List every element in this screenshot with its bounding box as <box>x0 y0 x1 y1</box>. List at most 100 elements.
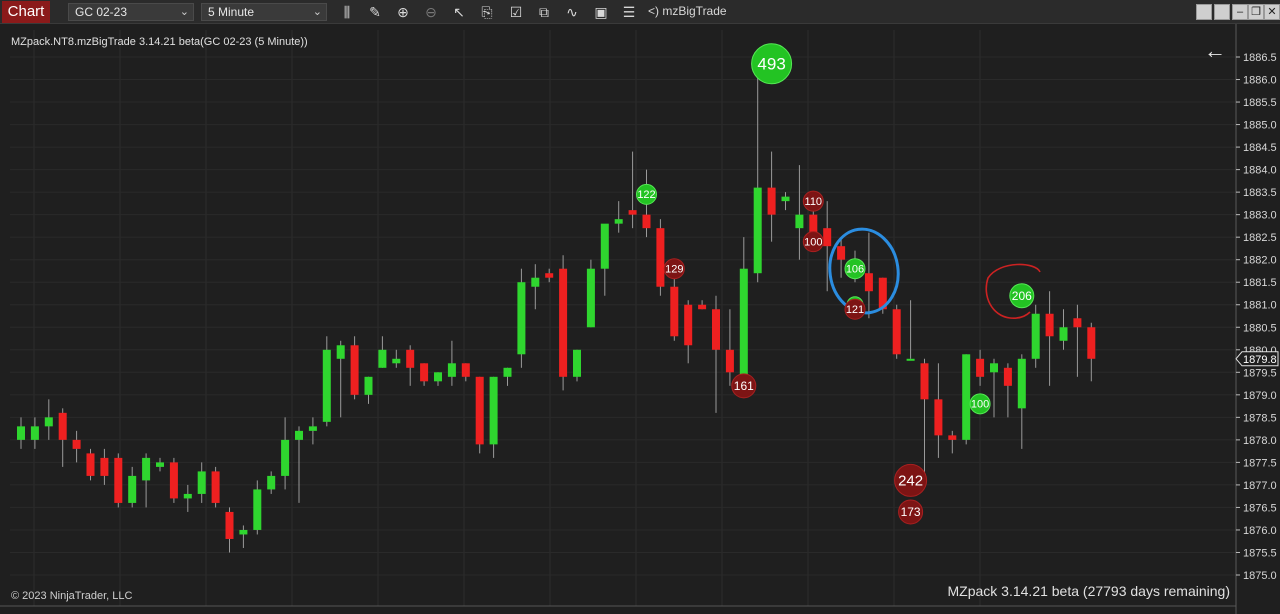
candle-up <box>308 426 317 431</box>
drawing-tool-icon[interactable]: ✎ <box>369 4 381 20</box>
price-tick-label: 1881.0 <box>1243 300 1277 312</box>
zoom-in-icon[interactable]: ⊕ <box>397 4 409 20</box>
last-price-label: 1879.8 <box>1243 354 1277 366</box>
candle-up <box>753 187 762 274</box>
candle-down <box>559 268 568 377</box>
price-tick-label: 1878.5 <box>1243 412 1277 424</box>
candle-down <box>420 363 429 382</box>
price-axis: 1875.0 1875.5 1876.0 1876.5 1877.0 1877.5 1878… <box>1235 24 1280 614</box>
candle-up <box>364 376 373 395</box>
window-option-icon[interactable] <box>1196 4 1212 20</box>
price-tick-label: 1875.0 <box>1243 570 1277 582</box>
maximize-icon[interactable]: ❐ <box>1248 4 1264 20</box>
candle-up <box>322 349 331 422</box>
price-axis-background <box>1236 24 1280 614</box>
arrow-left-icon[interactable]: ← <box>1204 38 1226 63</box>
list-icon[interactable]: ☰ <box>622 4 636 20</box>
big-trade-label: 122 <box>637 189 655 201</box>
candle-up <box>1017 358 1026 409</box>
candle-up <box>183 493 192 499</box>
candle-down <box>712 309 720 350</box>
big-trade-label: 129 <box>665 264 683 276</box>
candle-down <box>1073 318 1082 328</box>
big-trade-marker: 206 <box>1009 283 1035 309</box>
candle-up <box>295 430 303 440</box>
price-tick-label: 1881.5 <box>1243 277 1277 289</box>
price-tick-label: 1883.0 <box>1243 210 1277 222</box>
candle-down <box>114 457 123 503</box>
properties-icon[interactable]: ☑ <box>509 4 523 20</box>
templates-icon[interactable]: ▣ <box>594 4 608 20</box>
zoom-out-icon[interactable]: ⊖ <box>425 4 437 20</box>
price-tick-label: 1882.5 <box>1243 232 1277 244</box>
big-trade-label: 206 <box>1012 289 1032 303</box>
hand-annotations <box>828 227 1041 319</box>
strategies-icon[interactable]: ∿ <box>566 4 578 20</box>
price-tick-label: 1886.5 <box>1243 52 1277 64</box>
instrument-selector[interactable]: GC 02-23 ⌄ <box>68 3 194 21</box>
candle-up <box>128 475 137 503</box>
indicator-label[interactable]: <) mzBigTrade <box>648 4 727 18</box>
bar-style-icon[interactable]: ⫼ <box>343 4 351 20</box>
candle-up <box>142 457 151 481</box>
candle-up <box>906 358 915 361</box>
candle-up <box>336 345 345 359</box>
big-trade-label: 106 <box>846 264 864 276</box>
big-trade-sell <box>663 258 685 280</box>
chart-tab[interactable]: Chart <box>2 1 50 23</box>
big-trade-sell <box>731 373 757 399</box>
pointer-icon[interactable]: ↖ <box>453 4 465 20</box>
candle-up <box>281 439 290 476</box>
chart-grid <box>0 30 1236 607</box>
big-trade-marker: 110 <box>802 190 824 212</box>
price-tick-label: 1885.0 <box>1243 120 1277 132</box>
big-trade-buy <box>844 258 866 280</box>
candle-up <box>503 367 512 377</box>
candle-down <box>976 358 985 377</box>
big-trade-label: 173 <box>901 505 921 519</box>
big-trade-label: 242 <box>898 473 923 490</box>
data-box-icon[interactable]: ⎘ <box>481 4 493 20</box>
candle-down <box>225 511 234 539</box>
candle-down <box>642 214 651 229</box>
candle-up <box>447 363 456 377</box>
big-trade-sell <box>844 298 866 320</box>
chevron-down-icon: ⌄ <box>179 6 189 18</box>
candle-up <box>253 489 262 530</box>
candle-up <box>739 268 748 377</box>
candle-down <box>545 273 554 278</box>
candle-up <box>573 349 581 377</box>
big-trade-sell <box>802 231 824 253</box>
price-tick-label: 1877.0 <box>1243 480 1277 492</box>
candle-wicks <box>20 66 1092 553</box>
candle-down <box>698 304 707 310</box>
last-price-marker <box>1235 351 1279 367</box>
candle-down <box>892 309 901 355</box>
indicators-icon[interactable]: ⧉ <box>539 4 549 20</box>
candle-down <box>934 399 943 436</box>
candle-down <box>725 349 734 373</box>
candle-up <box>586 268 595 328</box>
candle-up <box>614 219 623 224</box>
interval-selector[interactable]: 5 Minute ⌄ <box>201 3 327 21</box>
price-tick-label: 1886.0 <box>1243 75 1277 87</box>
candle-down <box>211 471 220 503</box>
candle-down <box>350 345 359 395</box>
instrument-value: GC 02-23 <box>75 5 128 19</box>
big-trade-label: 110 <box>805 196 823 208</box>
candle-up <box>1031 313 1040 359</box>
close-icon[interactable]: ✕ <box>1264 4 1280 20</box>
candle-up <box>795 214 804 229</box>
big-trade-marker: 242 <box>894 463 928 497</box>
candle-down <box>656 228 665 287</box>
minimize-icon[interactable]: – <box>1232 4 1248 20</box>
big-trade-marker: 493 <box>751 43 793 85</box>
price-chart[interactable]: 493122129161110100106100121242173100206 … <box>0 24 1280 614</box>
chevron-down-icon: ⌄ <box>312 6 322 18</box>
big-trade-sell <box>894 463 928 497</box>
candle-down <box>684 304 693 346</box>
candle-bodies <box>17 187 1096 539</box>
window-option-icon[interactable] <box>1214 4 1230 20</box>
candle-up <box>962 354 971 440</box>
candle-up <box>197 471 206 494</box>
